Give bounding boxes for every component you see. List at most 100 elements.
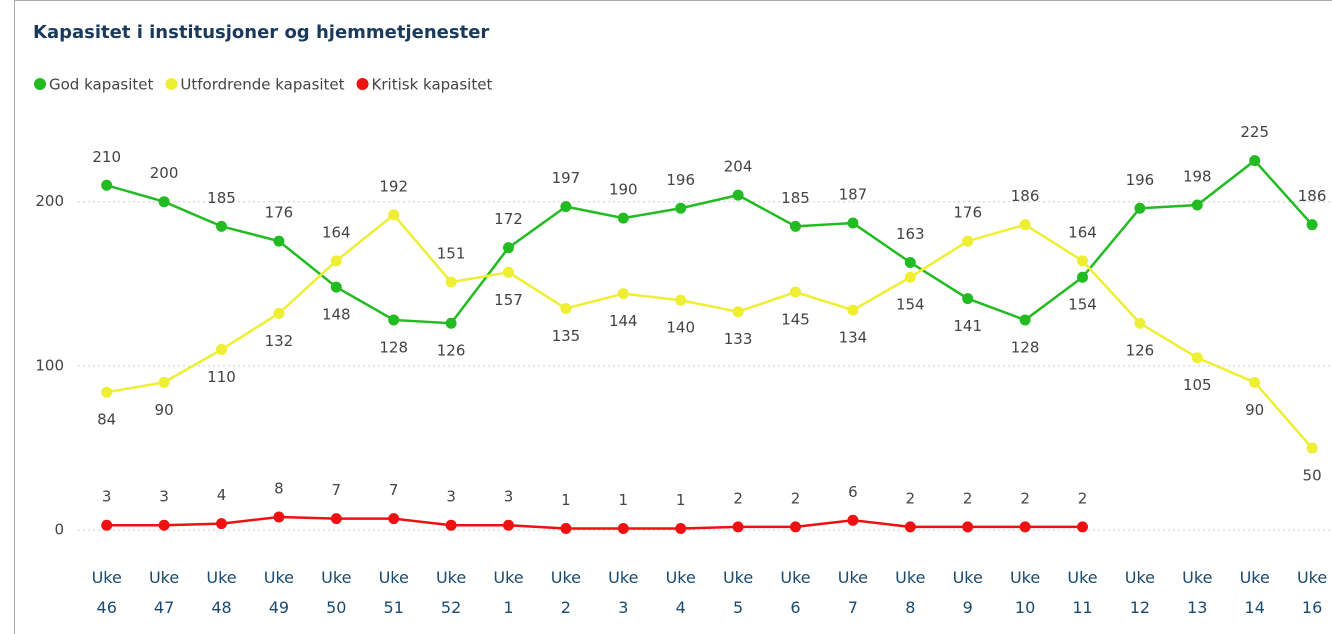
x-tick-label: Uke 8 xyxy=(895,568,925,617)
data-label: 2 xyxy=(1020,489,1030,507)
x-tick-label: Uke 16 xyxy=(1297,568,1327,617)
x-tick-label: Uke 47 xyxy=(149,568,179,617)
y-tick-label: 0 xyxy=(54,521,64,539)
point xyxy=(1077,521,1088,533)
data-label: 2 xyxy=(791,489,801,507)
data-label: 210 xyxy=(92,148,121,166)
data-label: 110 xyxy=(207,368,236,386)
point xyxy=(216,220,227,232)
data-label: 198 xyxy=(1183,167,1212,185)
point xyxy=(617,288,629,300)
point xyxy=(503,242,514,254)
data-label: 105 xyxy=(1183,376,1212,394)
point xyxy=(1191,352,1203,364)
data-label: 7 xyxy=(389,481,399,499)
data-label: 196 xyxy=(1126,171,1155,189)
x-tick-label: Uke 9 xyxy=(953,568,983,617)
point xyxy=(330,281,342,293)
point xyxy=(962,293,974,305)
data-label: 2 xyxy=(906,489,916,507)
point xyxy=(445,276,457,288)
point xyxy=(1019,314,1031,326)
point xyxy=(273,235,285,247)
data-label: 196 xyxy=(666,171,695,189)
data-label: 132 xyxy=(265,332,294,350)
data-label: 190 xyxy=(609,181,638,199)
point xyxy=(675,202,687,214)
panel-border xyxy=(14,0,1332,634)
x-tick-label: Uke 49 xyxy=(264,568,294,617)
data-label: 8 xyxy=(274,480,284,498)
series-line xyxy=(106,515,1083,530)
series-line xyxy=(106,213,1314,449)
y-tick-label: 200 xyxy=(35,192,64,210)
data-label: 133 xyxy=(724,330,753,348)
point xyxy=(617,212,629,224)
point xyxy=(617,523,629,535)
data-label: 154 xyxy=(1068,296,1097,314)
legend-label: Kritisk kapasitet xyxy=(372,76,493,94)
point xyxy=(388,513,400,525)
point xyxy=(1077,255,1088,267)
point xyxy=(847,217,859,229)
data-label: 3 xyxy=(102,488,112,506)
data-label: 172 xyxy=(494,210,523,228)
point xyxy=(101,519,113,531)
data-label: 3 xyxy=(504,488,514,506)
data-label: 185 xyxy=(207,189,236,207)
data-label: 204 xyxy=(724,158,753,176)
data-label: 197 xyxy=(552,169,581,187)
data-label: 128 xyxy=(1011,338,1040,356)
point xyxy=(388,209,400,221)
data-label: 126 xyxy=(437,342,466,360)
data-label: 187 xyxy=(839,186,868,204)
series-line xyxy=(106,158,1314,325)
point xyxy=(273,511,285,523)
point xyxy=(158,519,170,531)
x-tick-label: Uke 10 xyxy=(1010,568,1040,617)
data-label: 2 xyxy=(963,489,973,507)
point xyxy=(445,317,457,329)
point xyxy=(273,307,285,319)
legend-label: God kapasitet xyxy=(49,76,154,94)
data-label: 1 xyxy=(561,491,571,509)
y-tick-label: 100 xyxy=(35,356,64,374)
point xyxy=(904,271,916,283)
legend-marker xyxy=(356,78,369,90)
x-tick-label: Uke 11 xyxy=(1067,568,1097,617)
point xyxy=(962,521,974,533)
data-label: 164 xyxy=(1068,223,1097,241)
data-label: 50 xyxy=(1303,467,1322,485)
point xyxy=(330,255,342,267)
point xyxy=(790,521,801,533)
point xyxy=(847,304,859,316)
point xyxy=(1134,202,1146,214)
point xyxy=(158,196,170,208)
x-tick-label: Uke 3 xyxy=(608,568,638,617)
data-label: 1 xyxy=(619,491,629,509)
point xyxy=(675,523,687,535)
point xyxy=(101,386,113,398)
data-label: 145 xyxy=(781,311,810,329)
data-label: 148 xyxy=(322,306,351,324)
x-tick-label: Uke 6 xyxy=(780,568,810,617)
data-label: 4 xyxy=(217,486,227,504)
point xyxy=(445,519,457,531)
data-label: 164 xyxy=(322,223,351,241)
x-tick-label: Uke 14 xyxy=(1240,568,1270,617)
x-tick-label: Uke 12 xyxy=(1125,568,1155,617)
point xyxy=(1019,521,1031,533)
x-tick-label: Uke 13 xyxy=(1182,568,1212,617)
x-tick-label: Uke 7 xyxy=(838,568,868,617)
point xyxy=(1306,219,1318,231)
point xyxy=(560,302,572,314)
point xyxy=(503,266,514,278)
point xyxy=(1019,219,1031,231)
data-label: 135 xyxy=(552,327,581,345)
x-tick-label: Uke 51 xyxy=(379,568,409,617)
point xyxy=(101,179,113,191)
point xyxy=(560,201,572,213)
data-label: 144 xyxy=(609,312,638,330)
point xyxy=(732,306,744,318)
